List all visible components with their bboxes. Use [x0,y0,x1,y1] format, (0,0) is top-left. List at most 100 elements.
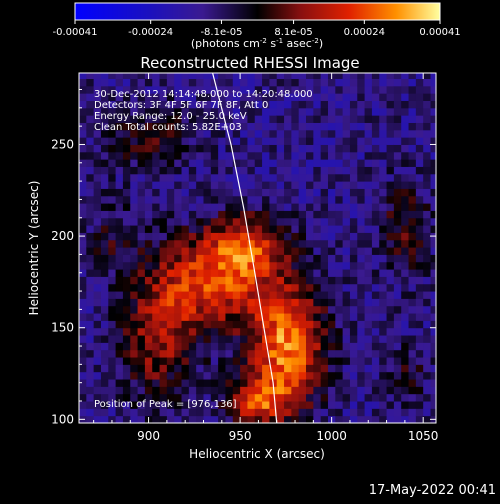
heatmap-cell [284,305,292,314]
heatmap-cell [86,335,95,343]
heatmap-cell [269,217,278,226]
heatmap-cell [108,166,117,175]
heatmap-cell [276,254,285,263]
heatmap-cell [203,364,212,373]
heatmap-cell [203,320,212,329]
heatmap-cell [79,291,87,299]
heatmap-cell [225,129,234,138]
heatmap-cell [232,408,241,417]
heatmap-cell [357,195,366,204]
heatmap-cell [401,283,410,292]
heatmap-cell [196,210,204,219]
heatmap-cell [430,239,436,248]
heatmap-cell [174,159,183,167]
heatmap-cell [335,129,344,138]
heatmap-cell [306,210,314,219]
heatmap-cell [386,357,395,365]
heatmap-cell [130,173,139,182]
heatmap-cell [423,276,432,285]
heatmap-cell [181,144,190,153]
heatmap-cell [122,269,131,277]
heatmap-cell [144,232,153,241]
heatmap-cell [423,203,432,211]
heatmap-cell [218,78,226,87]
heatmap-cell [342,415,351,423]
heatmap-cell [313,386,322,395]
heatmap-cell [232,401,241,409]
heatmap-cell [240,291,248,299]
heatmap-cell [144,173,153,182]
heatmap-cell [218,261,226,270]
heatmap-cell [196,364,204,373]
heatmap-cell [327,107,336,116]
heatmap-cell [269,320,278,329]
heatmap-cell [144,254,153,263]
heatmap-cell [386,335,395,343]
heatmap-cell [364,73,373,79]
heatmap-cell [430,408,436,417]
heatmap-cell [115,371,124,380]
heatmap-cell [203,225,212,233]
heatmap-cell [408,386,417,395]
heatmap-cell [247,298,256,307]
heatmap-cell [210,379,219,387]
heatmap-cell [232,93,241,101]
heatmap-cell [379,107,388,116]
heatmap-cell [276,364,285,373]
heatmap-cell [313,393,322,402]
heatmap-cell [232,269,241,277]
heatmap-cell [240,122,248,131]
heatmap-cell [401,379,410,387]
heatmap-cell [291,357,300,365]
heatmap-cell [137,357,146,365]
heatmap-cell [269,415,278,423]
heatmap-cell [269,254,278,263]
heatmap-cell [247,181,256,189]
heatmap-cell [130,159,139,167]
heatmap-cell [79,78,87,87]
heatmap-cell [415,247,424,255]
heatmap-cell [342,327,351,336]
heatmap-cell [144,166,153,175]
heatmap-cell [108,247,117,255]
heatmap-cell [357,349,366,358]
heatmap-cell [188,371,197,380]
heatmap-cell [196,93,204,101]
info-line: 30-Dec-2012 14:14:48.000 to 14:20:48.000 [94,89,313,100]
heatmap-cell [218,239,226,248]
heatmap-cell [159,144,168,153]
heatmap-cell [327,225,336,233]
heatmap-cell [415,122,424,131]
heatmap-cell [93,181,102,189]
heatmap-cell [320,386,329,395]
heatmap-cell [262,401,270,409]
heatmap-cell [232,298,241,307]
heatmap-cell [291,408,300,417]
heatmap-cell [415,408,424,417]
heatmap-cell [130,276,139,285]
heatmap-cell [159,210,168,219]
heatmap-cell [188,151,197,160]
heatmap-cell [174,305,183,314]
heatmap-cell [415,327,424,336]
heatmap-cell [210,283,219,292]
heatmap-cell [166,269,175,277]
heatmap-cell [415,210,424,219]
heatmap-cell [386,203,395,211]
heatmap-cell [122,357,131,365]
heatmap-cell [342,115,351,123]
heatmap-cell [181,247,190,255]
heatmap-cell [298,166,307,175]
heatmap-cell [320,379,329,387]
heatmap-cell [137,93,146,101]
heatmap-cell [86,225,95,233]
heatmap-cell [262,122,270,131]
heatmap-cell [225,239,234,248]
heatmap-cell [188,276,197,285]
heatmap-cell [276,349,285,358]
heatmap-cell [364,115,373,123]
heatmap-cell [342,349,351,358]
heatmap-cell [276,239,285,248]
heatmap-cell [79,247,87,255]
heatmap-cell [196,173,204,182]
